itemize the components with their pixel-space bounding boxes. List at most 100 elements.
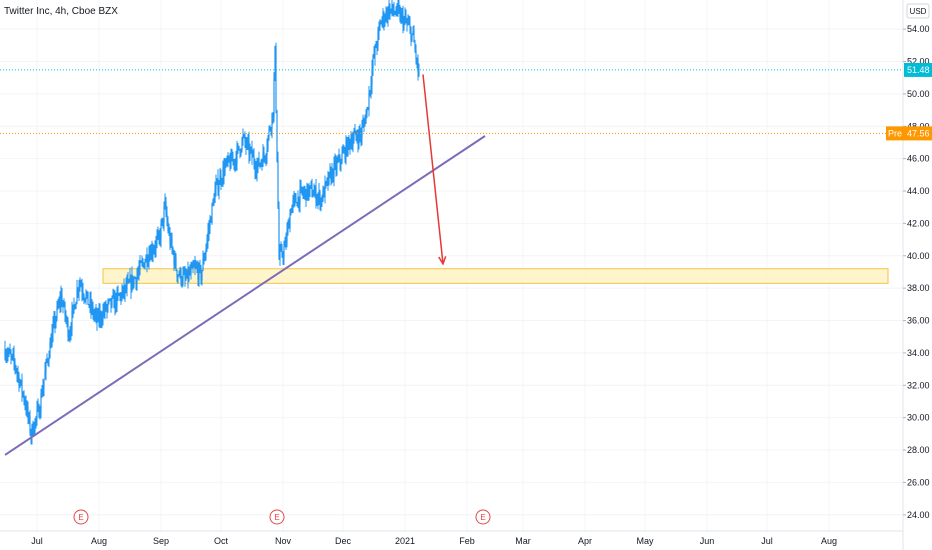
candle-body: [38, 406, 40, 418]
candle-body: [61, 294, 63, 306]
candle-body: [181, 281, 183, 283]
candle-body: [124, 285, 126, 294]
x-tick-label: Apr: [578, 536, 592, 546]
candle-body: [126, 282, 128, 290]
projection-arrow[interactable]: [422, 74, 444, 264]
candle-body: [74, 305, 76, 309]
candle-body: [229, 160, 231, 168]
candle-body: [349, 140, 351, 147]
candle-body: [9, 350, 11, 354]
candle-body: [323, 188, 325, 198]
candle-body: [125, 285, 127, 290]
candle-body: [213, 200, 215, 203]
candle-body: [360, 134, 362, 138]
candle-body: [33, 431, 35, 435]
candle-body: [170, 238, 172, 245]
candle-body: [268, 128, 270, 137]
candle-body: [303, 191, 305, 195]
candle-body: [235, 159, 237, 164]
candle-body: [380, 23, 382, 25]
y-tick-label: 50.00: [907, 89, 930, 99]
candle-body: [107, 301, 109, 307]
candle-body: [115, 296, 117, 307]
candle-body: [411, 33, 413, 41]
candle-body: [200, 267, 202, 281]
currency-button[interactable]: USD: [906, 3, 930, 19]
candle-body: [121, 291, 123, 299]
candle-body: [52, 324, 54, 333]
candle-body: [65, 315, 67, 320]
svg-text:47.56: 47.56: [907, 128, 930, 138]
support-zone[interactable]: [102, 268, 889, 284]
candle-body: [14, 361, 16, 367]
candle-body: [163, 207, 165, 223]
candle-body: [167, 221, 169, 231]
candle-body: [111, 297, 113, 307]
candle-body: [375, 45, 377, 48]
candle-body: [82, 291, 84, 296]
candle-body: [18, 374, 20, 387]
candle-body: [147, 261, 149, 264]
candle-body: [203, 258, 205, 261]
candle-body: [192, 264, 194, 268]
y-tick-label: 28.00: [907, 445, 930, 455]
price-axis[interactable]: 24.00 26.00 28.00 30.00 32.00 34.00 36.00 38.00…: [903, 24, 930, 520]
candle-body: [392, 4, 394, 12]
earnings-marker[interactable]: E: [73, 509, 89, 525]
candle-body: [55, 318, 57, 325]
candle-body: [258, 158, 260, 166]
projection-arrow-head: [438, 256, 447, 266]
earnings-marker[interactable]: E: [475, 509, 491, 525]
trendline[interactable]: [4, 135, 486, 456]
svg-text:E: E: [78, 513, 83, 522]
candle-body: [11, 354, 13, 356]
drawing-layer[interactable]: [0, 69, 903, 456]
candle-body: [281, 248, 283, 256]
candle-body: [59, 300, 61, 304]
candle-body: [397, 5, 399, 8]
candle-body: [204, 254, 206, 261]
candle-body: [247, 141, 249, 143]
x-tick-label: May: [636, 536, 654, 546]
candle-body: [240, 150, 242, 154]
candle-body: [187, 269, 189, 280]
candle-body: [405, 17, 407, 22]
candle-body: [100, 312, 102, 321]
candle-body: [362, 123, 364, 127]
candle-body: [101, 320, 103, 322]
x-tick-label: Oct: [214, 536, 229, 546]
earnings-marker[interactable]: E: [269, 509, 285, 525]
candle-body: [150, 248, 152, 260]
candle-body: [175, 257, 177, 270]
candle-body: [304, 189, 306, 192]
candle-body: [335, 161, 337, 170]
candle-body: [32, 424, 34, 435]
candle-body: [412, 31, 414, 34]
candle-body: [69, 332, 71, 339]
candle-body: [64, 303, 66, 316]
x-tick-label: Sep: [153, 536, 169, 546]
time-axis[interactable]: Jul Aug Sep Oct Nov Dec 2021 Feb Mar Apr May Jun Jul…: [31, 536, 837, 546]
candle-body: [210, 218, 212, 223]
candle-body: [283, 247, 285, 258]
candle-body: [280, 248, 282, 251]
candle-body: [263, 152, 265, 157]
candle-body: [135, 278, 137, 284]
candle-body: [286, 230, 288, 244]
candle-body: [224, 164, 226, 175]
candle-body: [406, 21, 408, 23]
candle-body: [371, 68, 373, 85]
candle-body: [385, 11, 387, 20]
y-tick-label: 30.00: [907, 413, 930, 423]
candle-body: [10, 353, 12, 356]
candle-body: [414, 42, 416, 50]
candle-body: [212, 200, 214, 204]
candle-body: [368, 92, 370, 109]
candle-body: [13, 354, 15, 362]
candle-body: [66, 319, 68, 321]
candle-body: [133, 278, 135, 286]
candle-body: [194, 265, 196, 267]
candle-body: [275, 46, 277, 111]
